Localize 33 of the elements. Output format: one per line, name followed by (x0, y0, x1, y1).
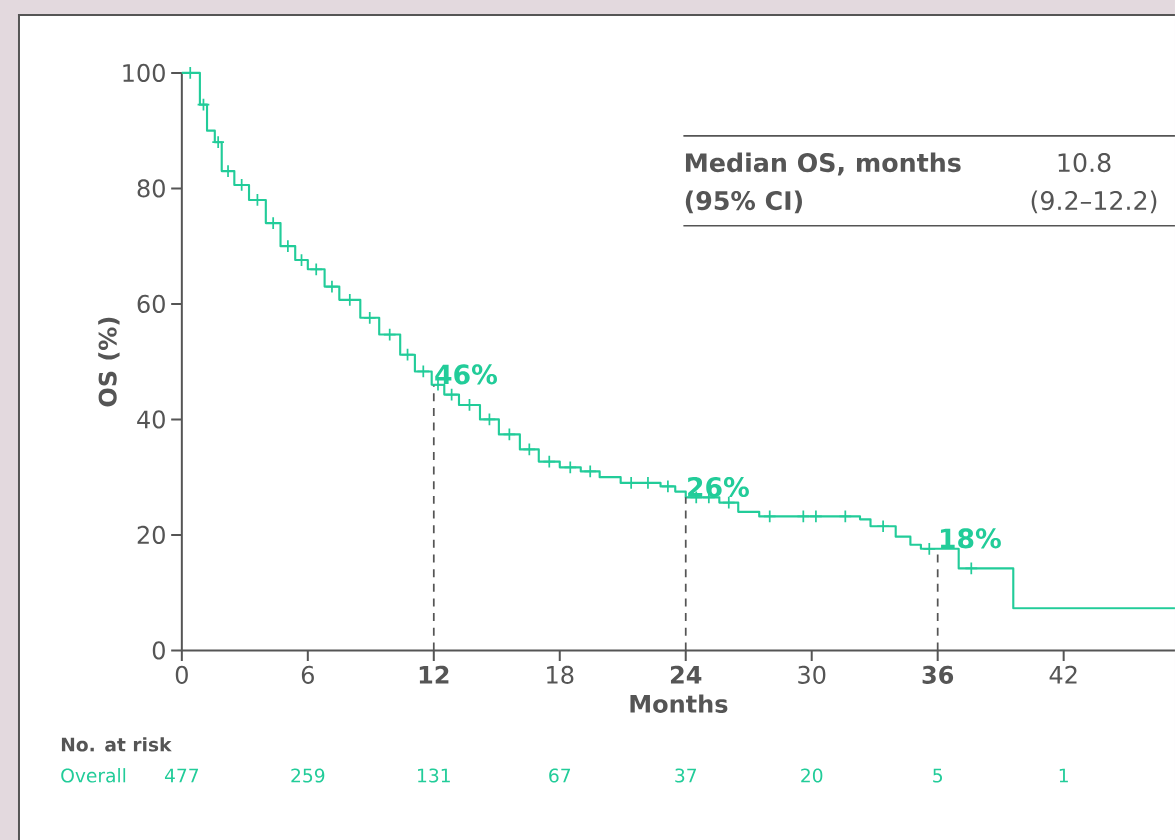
text: Overall (61, 768, 126, 783)
y-tick-label: 100 (123, 63, 165, 82)
text: 131 (418, 768, 450, 783)
y-tick-label: 20 (137, 525, 165, 544)
text: 20 (801, 768, 823, 783)
text: 1 (1059, 768, 1068, 783)
x-tick-label: 0 (175, 665, 188, 684)
annotation: 18% (940, 528, 1001, 549)
y-tick-label: 40 (137, 410, 165, 429)
y-tick-label: 60 (137, 294, 165, 313)
annotation: 10.8 (1058, 152, 1111, 173)
x-tick-label: 6 (301, 665, 314, 684)
x-tick-label: 36 (922, 665, 954, 684)
x-tick-label: 12 (419, 665, 449, 684)
text: 259 (291, 768, 325, 783)
text: 37 (675, 768, 697, 783)
text: 5 (933, 768, 942, 783)
annotation: 46% (435, 364, 497, 385)
text: 477 (164, 768, 199, 783)
text: No. at risk (61, 737, 172, 752)
annotation: Median OS, months (685, 152, 961, 176)
y-tick-label: 0 (152, 641, 165, 660)
annotation: (95% CI) (685, 190, 802, 214)
y-tick-label: 80 (137, 179, 165, 198)
annotation: (9.2–12.2) (1031, 190, 1157, 214)
x-tick-label: 42 (1049, 665, 1077, 684)
annotation: 26% (688, 476, 749, 497)
text: 67 (549, 768, 571, 783)
x-tick-label: 18 (547, 665, 574, 684)
x-tick-label: 30 (798, 665, 826, 684)
y-axis-title: OS (%) (98, 317, 120, 407)
x-tick-label: 24 (670, 665, 702, 684)
x-axis-title: Months (630, 694, 728, 713)
